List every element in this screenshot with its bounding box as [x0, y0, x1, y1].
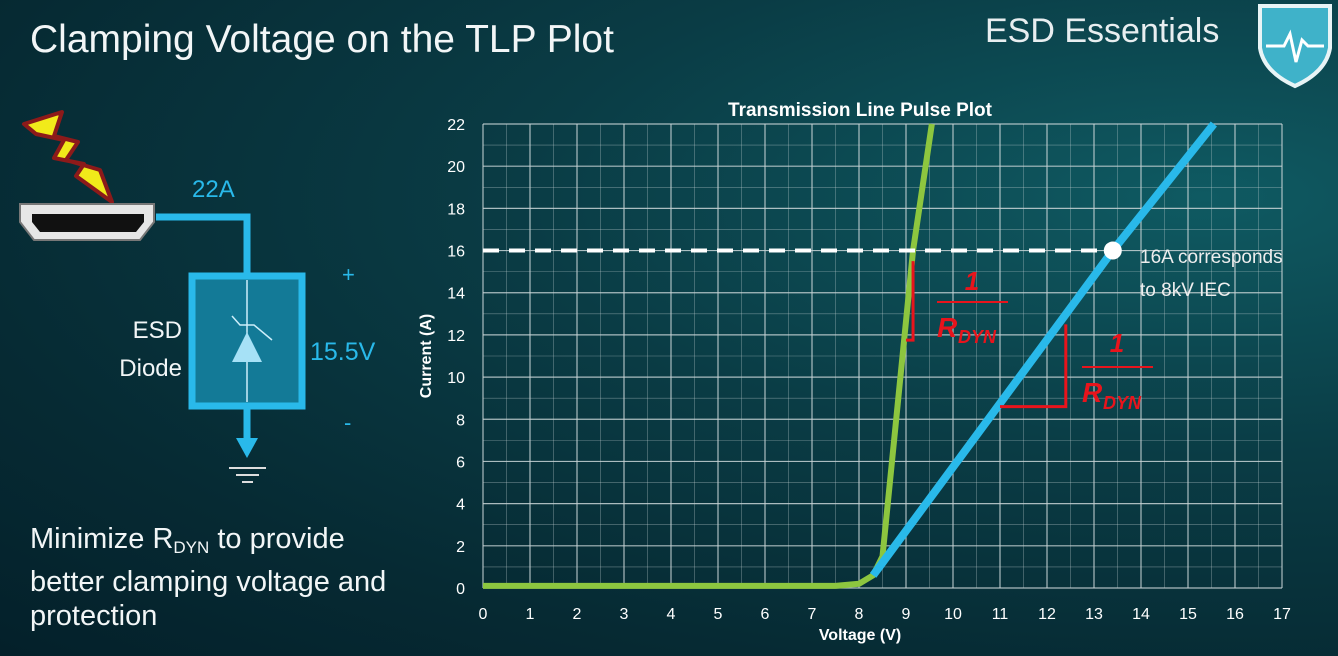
slope-num: 1 — [965, 266, 979, 296]
minus-sign: - — [344, 410, 352, 435]
y-tick-label: 8 — [456, 412, 465, 429]
shield-logo-icon — [1258, 4, 1332, 89]
device-label-line2: Diode — [119, 355, 182, 382]
slope-den: R — [1082, 377, 1103, 408]
slope-den-sub: DYN — [958, 327, 997, 347]
circuit-diagram — [19, 110, 306, 483]
y-tick-label: 0 — [456, 581, 465, 598]
slope-num: 1 — [1110, 328, 1124, 358]
x-tick-label: 9 — [902, 606, 911, 623]
x-tick-label: 1 — [526, 606, 535, 623]
y-tick-label: 16 — [447, 244, 465, 261]
plus-sign: + — [342, 262, 355, 287]
y-tick-label: 6 — [456, 454, 465, 471]
x-tick-label: 15 — [1179, 606, 1197, 623]
y-tick-label: 10 — [447, 370, 465, 387]
brand-name: ESD Essentials — [985, 12, 1220, 50]
slide-title: Clamping Voltage on the TLP Plot — [30, 18, 614, 61]
x-tick-label: 5 — [714, 606, 723, 623]
annotation-line1: 16A corresponds — [1140, 247, 1283, 268]
ground-icon — [229, 467, 266, 483]
x-tick-label: 14 — [1132, 606, 1150, 623]
x-tick-label: 7 — [808, 606, 817, 623]
y-tick-label: 4 — [456, 497, 465, 514]
bullet-pre: Minimize R — [30, 523, 174, 555]
x-axis-label: Voltage (V) — [819, 627, 901, 644]
bullet-sub: DYN — [173, 538, 210, 557]
bullet-text: Minimize RDYN to provide better clamping… — [30, 522, 420, 633]
x-tick-label: 3 — [620, 606, 629, 623]
annotation-line2: to 8kV IEC — [1140, 280, 1231, 301]
x-tick-label: 8 — [855, 606, 864, 623]
device-label-line1: ESD — [132, 317, 182, 344]
x-tick-label: 2 — [573, 606, 582, 623]
hdmi-port-icon — [19, 203, 155, 241]
x-tick-label: 0 — [479, 606, 488, 623]
y-tick-label: 14 — [447, 286, 465, 303]
x-tick-label: 4 — [667, 606, 676, 623]
chart-title: Transmission Line Pulse Plot — [728, 100, 993, 121]
clamping-voltage-label: 15.5V — [310, 338, 376, 366]
y-tick-label: 18 — [447, 201, 465, 218]
slope-triangle-green — [906, 261, 915, 342]
x-tick-label: 11 — [992, 606, 1009, 623]
x-tick-label: 10 — [944, 606, 962, 623]
slope-label-green: 1 R DYN — [937, 266, 1008, 347]
x-tick-label: 16 — [1226, 606, 1244, 623]
device-label: ESD Diode — [100, 312, 182, 388]
y-tick-label: 2 — [456, 539, 465, 556]
x-tick-label: 12 — [1038, 606, 1056, 623]
slope-den-sub: DYN — [1103, 393, 1142, 413]
slope-den: R — [937, 312, 958, 343]
x-tick-label: 6 — [761, 606, 770, 623]
lightning-icon — [22, 110, 114, 204]
slope-triangle-blue — [1000, 324, 1068, 409]
marker-16a — [1103, 241, 1122, 260]
y-tick-label: 12 — [447, 328, 465, 345]
green-series-line — [483, 123, 935, 589]
x-tick-label: 17 — [1273, 606, 1291, 623]
y-tick-label: 20 — [447, 159, 465, 176]
slope-label-blue: 1 R DYN — [1082, 328, 1153, 413]
blue-series-line — [869, 121, 1217, 578]
current-label: 22A — [192, 176, 235, 203]
bullet-post: to provide better clamping voltage and p… — [30, 523, 387, 632]
x-tick-label: 13 — [1085, 606, 1103, 623]
y-tick-label: 22 — [447, 117, 465, 134]
y-axis-label: Current (A) — [418, 314, 435, 398]
